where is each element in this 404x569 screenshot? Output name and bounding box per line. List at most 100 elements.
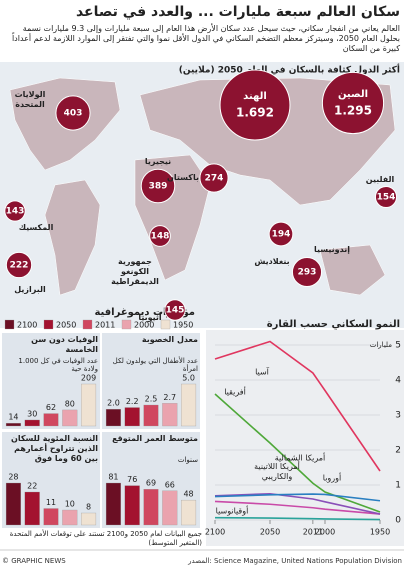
country-value: 1.692 [236,106,274,120]
bar [162,490,178,526]
y-tick-label: 0 [395,516,401,526]
x-tick-label: 2011 [303,528,323,537]
country-name: البرازيل [14,285,46,294]
x-tick-label: 2100 [205,528,225,537]
bar-value: 5.0 [182,374,195,383]
bar-value: 76 [127,475,137,484]
line-title: النمو السكاني حسب القارة [267,319,400,330]
bar-value: 2.2 [126,397,139,406]
bar [124,407,140,427]
bar [43,413,59,427]
country-bubble [374,185,398,209]
country-name: جمهورية الكونغو الديمقراطية [111,257,159,286]
legend-label: 2011 [95,321,115,330]
panel-title: معدل الخصوبة [141,335,198,344]
panel-title: النسبة المئوية للسكان الذين تتراوح أعمار… [11,434,98,463]
bar-value: 80 [65,399,75,408]
country-bubble [291,256,323,288]
country-bubble [199,163,229,193]
country-bubble [164,299,186,321]
country-bubble [268,221,294,247]
bar [181,499,197,526]
bar-value: 2.7 [163,393,176,402]
panel-subtitle: عدد الأطفال التي يولدون لكل امرأة [112,357,198,373]
bar-value: 81 [108,473,118,482]
bar-value: 48 [183,490,193,499]
country-bubble [149,225,171,247]
bar-value: 8 [86,503,91,512]
country-value: 148 [151,232,170,242]
south-america [44,179,101,296]
bar-value: 66 [165,480,175,489]
country-bubble [219,69,291,141]
intro: العالم يعاني من انفجار سكاني، حيث سيحل ع… [11,24,400,53]
bar-value: 22 [27,482,37,491]
map-title: أكثر الدول كثافة بالسكان في العام 2050 (… [179,64,400,76]
x-tick-label: 2000 [315,528,335,537]
series-line [214,492,381,515]
bar-value: 10 [65,500,75,509]
series-label: أفريقيا [224,387,246,397]
country-value: 222 [10,261,29,271]
bar [181,383,197,427]
country-value: 145 [166,306,185,316]
bar [24,419,40,427]
series-label: أمريكا اللاتينية والكاريبي [254,462,300,481]
country-name: الولايات المتحدة [14,90,46,109]
bar [162,403,178,427]
bar-value: 11 [46,498,56,507]
series-label: آسيا [255,367,270,377]
legend-label: 2100 [17,321,37,330]
country-name: الفلبين [365,175,395,184]
indicators-title: مؤشرات ديموغرافية [94,307,195,318]
country-name: المكسيك [18,223,54,232]
country-name: بنغلاديش [254,257,290,266]
source: المصدر: Science Magazine, United Nations… [187,557,402,565]
footnote: جميع البيانات لعام 2050 و2100 تستند على … [9,530,202,547]
x-tick-label: 1950 [370,528,390,537]
bar [124,485,140,526]
line-panel [206,330,404,546]
bar [105,482,121,526]
series-label: أوقيانوسيا [216,506,249,516]
country-bubble [5,251,33,279]
country-name: إندونيسيا [313,245,351,254]
country-name: الصين [338,89,368,100]
series-label: أمريكا الشمالية [275,453,326,463]
bar [5,423,21,427]
bar [81,512,97,526]
country-bubble [4,200,26,222]
y-tick-label: 2 [395,446,401,456]
legend-label: 2050 [56,321,76,330]
bar [143,489,159,526]
bar-value: 69 [146,479,156,488]
panel-title: متوسط العمر المتوقع [112,434,198,443]
legend-label: 2000 [134,321,154,330]
series-line [214,500,381,515]
country-value: 154 [377,193,396,203]
country-value: 274 [205,174,224,184]
series-label: أوروبا [323,473,341,483]
bar [5,482,21,526]
legend-swatch [82,319,93,330]
country-name: أثيوبيا [138,313,162,322]
country-value: 293 [298,268,317,278]
legend-label: 1950 [173,321,193,330]
country-value: 403 [64,109,83,119]
legend-swatch [121,319,132,330]
legend-swatch [4,319,15,330]
country-value: 1.295 [334,104,372,118]
australia [319,244,386,296]
credit: © GRAPHIC NEWS [2,557,66,565]
y-tick-label: 3 [395,411,401,421]
bar-value: 2.5 [145,395,158,404]
bar-value: 62 [46,403,56,412]
title: سكان العالم سبعة مليارات ... والعدد في ت… [76,4,400,20]
bar [62,509,78,526]
bar [24,491,40,526]
panel-subtitle: عدد الوفيات في كل 1.000 ولادة حية [18,357,98,373]
series-line [214,340,381,472]
country-bubble [140,168,176,204]
